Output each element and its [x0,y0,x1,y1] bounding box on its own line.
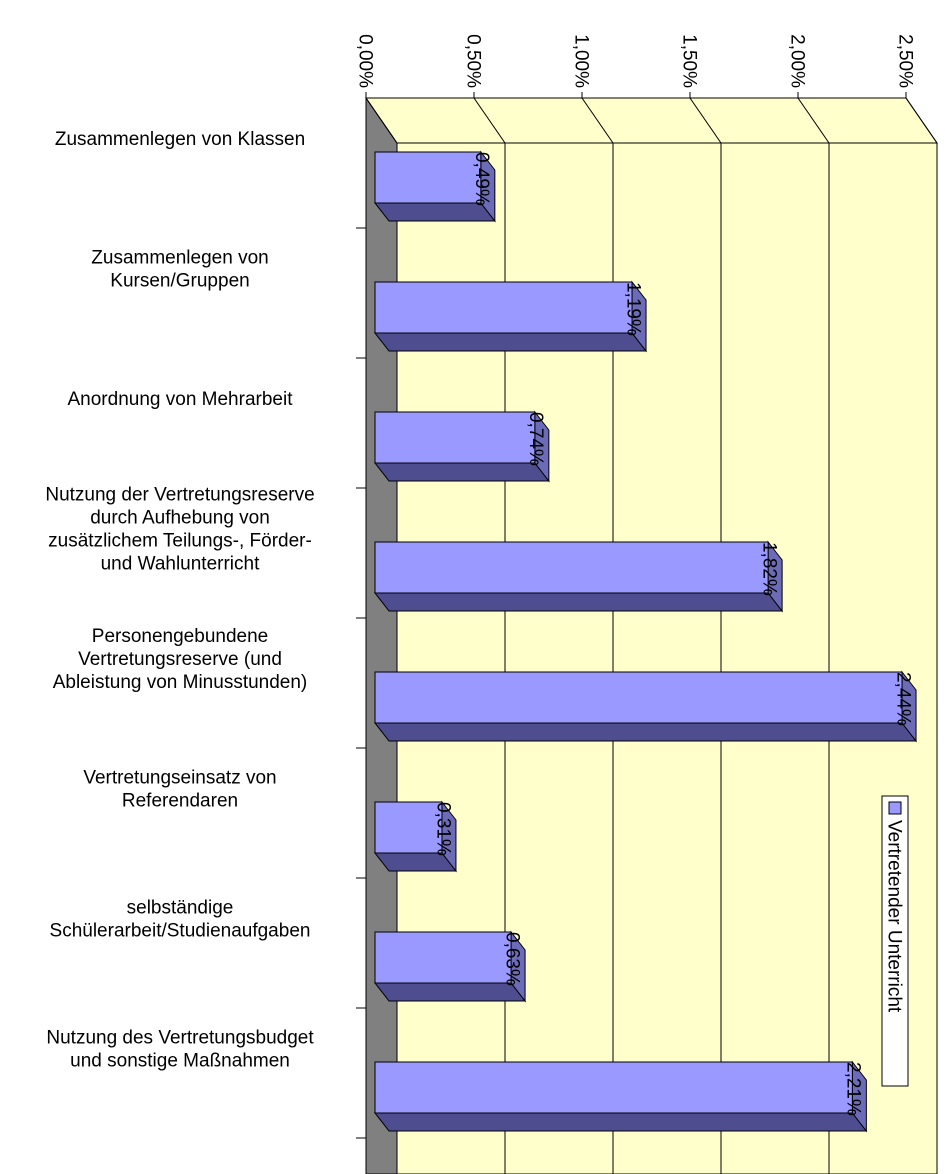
y-tick-label: Nutzung der Vertretungsreserve durch Aufh… [45,485,314,575]
grid-diagonal [689,97,722,144]
grid-diagonal [797,97,830,144]
label-line: Vertretungsreserve (und [78,649,282,670]
value-label: 1,19% [622,282,643,336]
value-label: 0,31% [432,802,453,856]
y-tick-label: selbständige Schülerarbeit/Studienaufgabe… [50,898,311,942]
bar-front [374,281,633,334]
grid-diagonal [473,97,506,144]
legend-label: Vertretender Unterricht [883,820,904,1013]
bar [373,930,527,1003]
y-tick-label: Nutzung des Vertretungsbudget und sonstig… [46,1028,314,1072]
value-label: 0,63% [501,932,522,986]
label-line: Schülerarbeit/Studienaufgaben [50,921,311,942]
value-label: 2,21% [843,1062,864,1116]
y-tick-label: Anordnung von MehrarbeitAnordnung von Me… [0,0,293,410]
grid-diagonal [905,97,938,144]
bar-bottom [373,722,918,742]
label-line: Vertretungseinsatz von [83,768,276,789]
top-wall [365,97,938,144]
bar-front [374,1061,853,1114]
y-tick-label: Personengebundene Vertretungsreserve (und… [53,626,308,693]
label-line: durch Aufhebung von [90,508,270,529]
label-line: Nutzung der Vertretungsreserve [45,485,314,506]
bar-bottom [373,592,784,612]
label-line: Ableistung von Minusstunden) [53,672,308,693]
bar-front [374,931,512,984]
bar-front [374,541,769,594]
value-label: 0,49% [471,152,492,206]
label-line: und sonstige Maßnahmen [70,1051,290,1072]
bar [373,280,648,353]
legend-swatch [888,801,902,815]
bar [373,1060,868,1133]
grid-diagonal [365,97,398,144]
label-line: Referendaren [122,791,238,812]
label-line: selbständige [127,898,234,919]
bar-front [374,671,903,724]
label-line: Zusammenlegen von [91,248,268,269]
label-line: und Wahlunterricht [101,554,260,575]
label-line: Nutzung des Vertretungsbudget [46,1028,314,1049]
bar [373,410,550,483]
label-line: Anordnung von Mehrarbeit [68,389,294,410]
bar-front [374,151,482,204]
grid-diagonal [581,97,614,144]
y-tick-label: Zusammenlegen von Kursen/Gruppen [91,248,268,292]
legend-box [881,795,909,1087]
label-line: Kursen/Gruppen [110,271,249,292]
bar-front [374,801,443,854]
value-label: 0,74% [525,412,546,466]
x-tick-label: 1,00% [570,34,591,88]
y-tick-label: Vertretungseinsatz von Referendaren [83,768,276,812]
bar-bottom [373,332,648,352]
x-tick-label: 1,50% [678,34,699,88]
bar [373,800,457,873]
label-line: Personengebundene [92,626,268,647]
bar-bottom [373,1112,868,1132]
label-line: zusätzlichem Teilungs-, Förder- [48,531,312,552]
value-label: 1,82% [758,542,779,596]
x-tick-label: 0,00% [354,34,375,88]
bar [373,150,496,223]
y-tick-label: Zusammenlegen von KlassenZusammenlegen v… [0,0,305,150]
x-tick-label: 2,00% [786,34,807,88]
bar [373,670,918,743]
value-label: 2,44% [892,672,913,726]
x-tick-label: 0,50% [462,34,483,88]
bar-front [374,411,536,464]
side-wall [365,96,398,1174]
bar-bottom [373,462,550,482]
bar [373,540,784,613]
label-line: Zusammenlegen von Klassen [55,129,305,150]
x-tick-label: 2,50% [894,34,915,88]
